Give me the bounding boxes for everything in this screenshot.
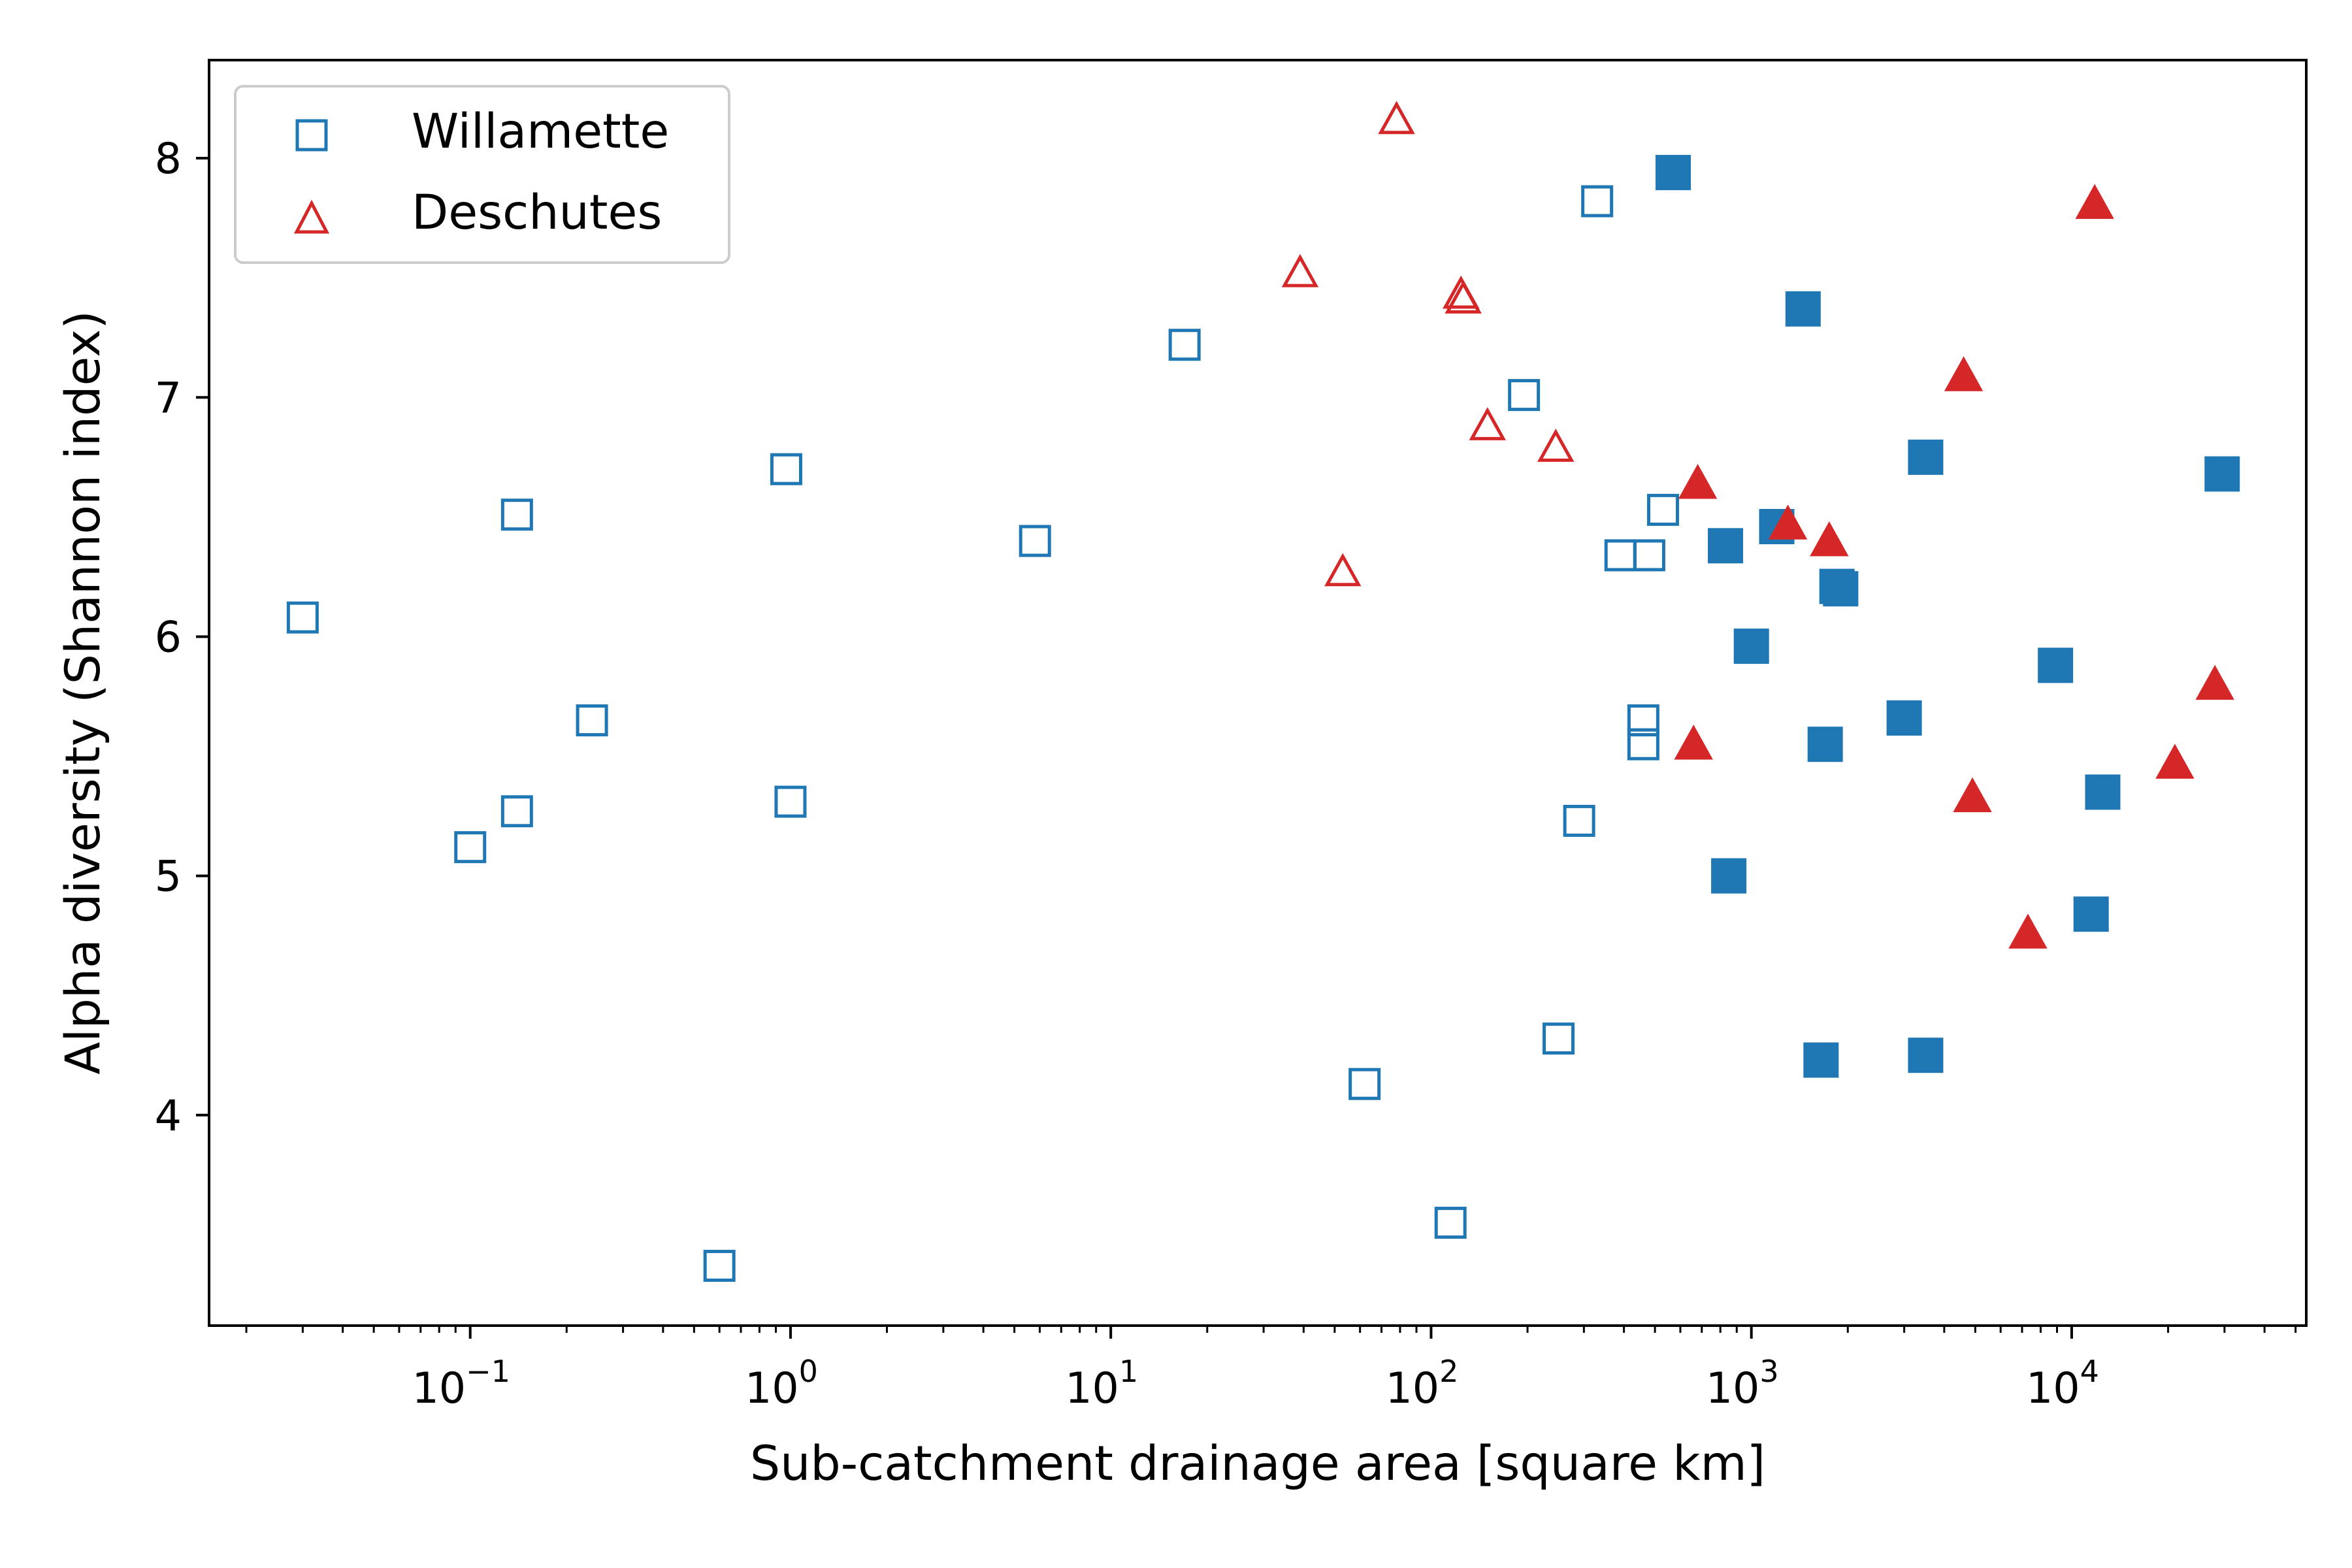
data-point-willamette [1168,329,1201,361]
data-point-willamette [1803,1042,1839,1078]
legend-marker-willamette [295,119,328,152]
data-point-deschutes [1469,407,1507,440]
data-point-deschutes [1944,356,1984,391]
data-point-willamette [770,453,802,485]
data-point-deschutes [1768,504,1808,540]
data-point-deschutes [1678,464,1718,499]
data-point-willamette [2073,896,2109,932]
x-tick-label: 103 [1706,1354,1779,1413]
x-tick-label: 10−1 [412,1354,510,1413]
data-point-willamette [1508,379,1541,412]
data-point-willamette [2038,647,2074,683]
x-axis-label: Sub-catchment drainage area [square km] [750,1436,1765,1492]
axes-frame [208,59,2308,1327]
data-point-deschutes [2008,913,2048,949]
data-point-willamette [1711,858,1747,894]
data-point-willamette [1908,1037,1944,1073]
data-point-deschutes [1445,280,1482,314]
data-point-willamette [1627,704,1659,737]
data-point-willamette [1785,291,1821,327]
y-axis-label: Alpha diversity (Shannon index) [56,310,111,1075]
y-tick-label: 8 [155,135,182,184]
y-tick-label: 7 [155,374,182,423]
plot-area [286,101,2240,1282]
data-point-willamette [286,601,319,634]
data-point-deschutes [2195,664,2234,700]
data-point-willamette [500,795,533,828]
data-point-willamette [1823,571,1859,607]
legend-label-willamette: Willamette [412,104,669,159]
data-point-willamette [576,704,608,737]
data-point-willamette [454,831,487,864]
data-point-deschutes [1810,521,1849,557]
data-point-deschutes [1378,101,1415,135]
data-point-willamette [1348,1068,1381,1100]
data-point-willamette [500,498,533,531]
data-point-willamette [2204,456,2240,492]
legend-label-deschutes: Deschutes [412,185,662,240]
data-point-deschutes [2075,184,2114,220]
data-point-willamette [1019,525,1051,557]
x-tick-label: 100 [745,1354,818,1413]
x-axis: 10−1 100 101 102 103 104 [245,1326,2297,1413]
data-point-willamette [1543,1022,1575,1055]
data-point-deschutes [2155,743,2195,779]
data-point-willamette [1633,539,1665,572]
data-point-willamette [1886,700,1922,736]
data-point-willamette [1807,727,1843,762]
legend-marker-deschutes [293,199,330,234]
legend-box [234,85,730,264]
legend: Willamette Deschutes [234,85,730,264]
data-point-willamette [703,1249,736,1282]
data-point-willamette [2085,774,2121,810]
data-point-willamette [774,785,807,818]
data-point-willamette [1627,728,1659,760]
data-point-willamette [1908,439,1944,475]
data-point-deschutes [1953,777,1992,813]
data-point-deschutes [1281,253,1319,287]
data-point-willamette [1581,185,1614,218]
y-axis: 4 5 6 7 8 [155,135,209,1141]
data-point-willamette [1563,804,1595,837]
data-point-willamette [1733,629,1769,664]
data-point-deschutes [1324,553,1362,587]
y-tick-label: 6 [155,613,182,662]
data-point-willamette [1656,155,1691,191]
data-point-willamette [1647,493,1680,526]
data-point-deschutes [1537,429,1575,462]
x-tick-label: 101 [1065,1354,1138,1413]
x-tick-label: 104 [2026,1354,2099,1413]
data-point-willamette [1434,1207,1467,1239]
x-tick-label: 102 [1385,1354,1458,1413]
y-tick-label: 4 [155,1092,182,1141]
data-point-deschutes [1674,725,1713,760]
y-tick-label: 5 [155,853,182,902]
data-point-willamette [1708,528,1744,564]
